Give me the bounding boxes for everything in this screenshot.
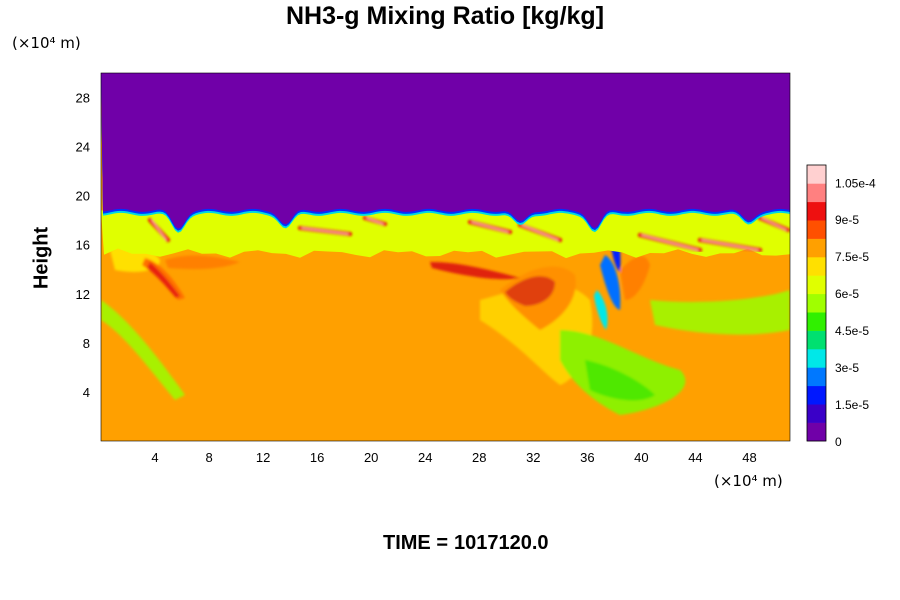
filament-8-pink — [301, 227, 349, 235]
colorbar-tick-label: 1.05e-4 — [835, 176, 876, 190]
x-tick-label: 4 — [151, 450, 158, 465]
y-axis-ticks: 4 8 12 16 20 24 28 — [76, 91, 90, 400]
chart-title: NH3-g Mixing Ratio [kg/kg] — [285, 2, 605, 30]
colorbar-swatch — [807, 275, 826, 295]
y-unit-label: (×10⁴ m) — [12, 34, 81, 52]
right-band — [650, 290, 790, 335]
colorbar-frame — [806, 164, 827, 442]
filament-3-pink — [471, 221, 509, 233]
field-structures — [101, 214, 790, 415]
colorbar-swatch — [807, 349, 826, 368]
colorbar-swatch — [807, 330, 826, 350]
x-unit-label: (×10⁴ m) — [714, 472, 783, 490]
time-label-text: TIME = — [383, 532, 449, 554]
time-label: TIME = 1017120.0 — [383, 532, 549, 555]
colorbar-swatch — [807, 422, 826, 442]
x-tick-label: 12 — [256, 450, 270, 465]
x-axis-ticks: 4 8 12 16 20 24 28 32 36 40 44 48 — [151, 450, 756, 465]
right-warm-streak — [620, 255, 650, 300]
colorbar-swatch — [807, 220, 826, 239]
colorbar-swatch — [807, 257, 826, 276]
filament-7-pink — [761, 217, 787, 231]
y-tick-label: 12 — [76, 287, 90, 302]
mid-core-region — [505, 276, 555, 306]
colorbar-swatch — [807, 183, 826, 203]
colorbar-tick-label: 9e-5 — [835, 213, 859, 227]
filament-4-pink — [521, 224, 559, 241]
x-tick-label: 44 — [688, 450, 702, 465]
x-tick-label: 40 — [634, 450, 648, 465]
colorbar-tick-label: 6e-5 — [835, 287, 859, 301]
x-tick-label: 32 — [526, 450, 540, 465]
colorbar-tick-label: 0 — [835, 435, 842, 449]
colorbar-swatch — [807, 165, 826, 184]
colorbar-swatch — [807, 312, 826, 331]
green-plume — [560, 330, 686, 415]
colorbar-tick-label: 1.5e-5 — [835, 398, 869, 412]
y-tick-label: 16 — [76, 238, 90, 253]
colorbar-swatch — [807, 385, 826, 405]
x-tick-label: 28 — [472, 450, 486, 465]
y-tick-label: 8 — [83, 336, 90, 351]
hot-filaments — [148, 216, 790, 252]
cyan-intrusion — [594, 290, 608, 330]
time-value: 1017120.0 — [454, 532, 549, 554]
y-tick-label: 4 — [83, 385, 90, 400]
x-tick-label: 8 — [205, 450, 212, 465]
plot-area — [101, 73, 790, 441]
colorbar-swatch — [807, 201, 826, 221]
filament-5-pink — [641, 234, 699, 251]
x-tick-label: 16 — [310, 450, 324, 465]
x-tick-label: 36 — [580, 450, 594, 465]
plot-frame — [100, 72, 791, 442]
colorbar-swatch — [807, 404, 826, 423]
y-tick-label: 20 — [76, 189, 90, 204]
blue-intrusion — [600, 255, 621, 310]
field-mid-layer — [101, 210, 790, 259]
center-red-ridge — [430, 262, 520, 280]
filament-6-pink — [701, 239, 759, 251]
colorbar-swatch — [807, 367, 826, 387]
colorbar: 0 1.5e-5 3e-5 4.5e-5 6e-5 7.5e-5 9e-5 1.05e-4 — [806, 164, 876, 449]
green-plume-core — [585, 360, 655, 401]
colorbar-swatch — [807, 293, 826, 313]
colorbar-tick-label: 3e-5 — [835, 361, 859, 375]
x-tick-label: 24 — [418, 450, 432, 465]
field-upper-layer — [101, 73, 790, 229]
lower-left-band — [101, 300, 185, 400]
colorbar-tick-label: 4.5e-5 — [835, 324, 869, 338]
left-hot-core — [147, 262, 180, 298]
left-warm-ridge — [165, 255, 240, 270]
x-tick-label: 20 — [364, 450, 378, 465]
filament-1-pink — [151, 219, 167, 241]
colorbar-tick-label: 7.5e-5 — [835, 250, 869, 264]
y-tick-label: 24 — [76, 140, 90, 155]
x-tick-label: 48 — [742, 450, 756, 465]
colorbar-swatch — [807, 238, 826, 258]
y-tick-label: 28 — [76, 91, 90, 106]
filament-2-pink — [366, 217, 384, 225]
